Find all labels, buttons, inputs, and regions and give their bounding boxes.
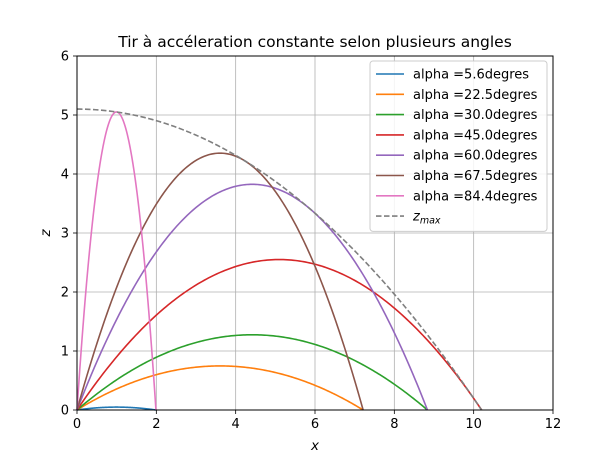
- y-tick-label: 2: [61, 286, 69, 301]
- y-tick-label: 4: [61, 168, 69, 183]
- y-tick-label: 5: [61, 109, 69, 124]
- series-line-3: [76, 258, 483, 411]
- x-tick-label: 2: [152, 417, 160, 432]
- series-line-0: [76, 406, 157, 411]
- legend-label-2: alpha =30.0degres: [413, 108, 538, 123]
- legend-label-6: alpha =84.4degres: [413, 189, 538, 204]
- series-line-2: [76, 333, 428, 411]
- x-tick-label: 0: [73, 417, 81, 432]
- legend-label-3: alpha =45.0degres: [413, 128, 538, 143]
- legend-box: [369, 60, 548, 232]
- y-tick-label: 1: [61, 345, 69, 360]
- y-axis-label: z: [38, 229, 54, 238]
- series-line-1: [76, 365, 364, 411]
- x-tick-label: 12: [545, 417, 562, 432]
- series-line-4: [76, 183, 429, 411]
- legend-label-envelope: zmax: [412, 210, 441, 227]
- y-tick-label: 0: [61, 404, 69, 419]
- legend-envelope-sub: max: [420, 216, 441, 227]
- x-tick-label: 6: [311, 417, 319, 432]
- series-lines: [76, 108, 483, 411]
- legend: alpha =5.6degres alpha =22.5degres alpha =…: [369, 60, 548, 232]
- series-line-6: [76, 111, 157, 411]
- x-tick-label: 10: [465, 417, 482, 432]
- envelope-line: [76, 108, 483, 411]
- legend-label-4: alpha =60.0degres: [413, 149, 538, 164]
- chart-title: Tir à accéleration constante selon plusi…: [117, 33, 512, 51]
- series-line-5: [76, 152, 364, 411]
- legend-label-0: alpha =5.6degres: [413, 68, 529, 83]
- legend-envelope-main: z: [412, 210, 421, 225]
- x-axis-label: x: [310, 438, 320, 454]
- x-tick-label: 4: [232, 417, 240, 432]
- legend-label-1: alpha =22.5degres: [413, 88, 538, 103]
- y-tick-label: 6: [61, 50, 69, 65]
- x-tick-label: 8: [390, 417, 398, 432]
- y-tick-label: 3: [61, 227, 69, 242]
- legend-label-5: alpha =67.5degres: [413, 169, 538, 184]
